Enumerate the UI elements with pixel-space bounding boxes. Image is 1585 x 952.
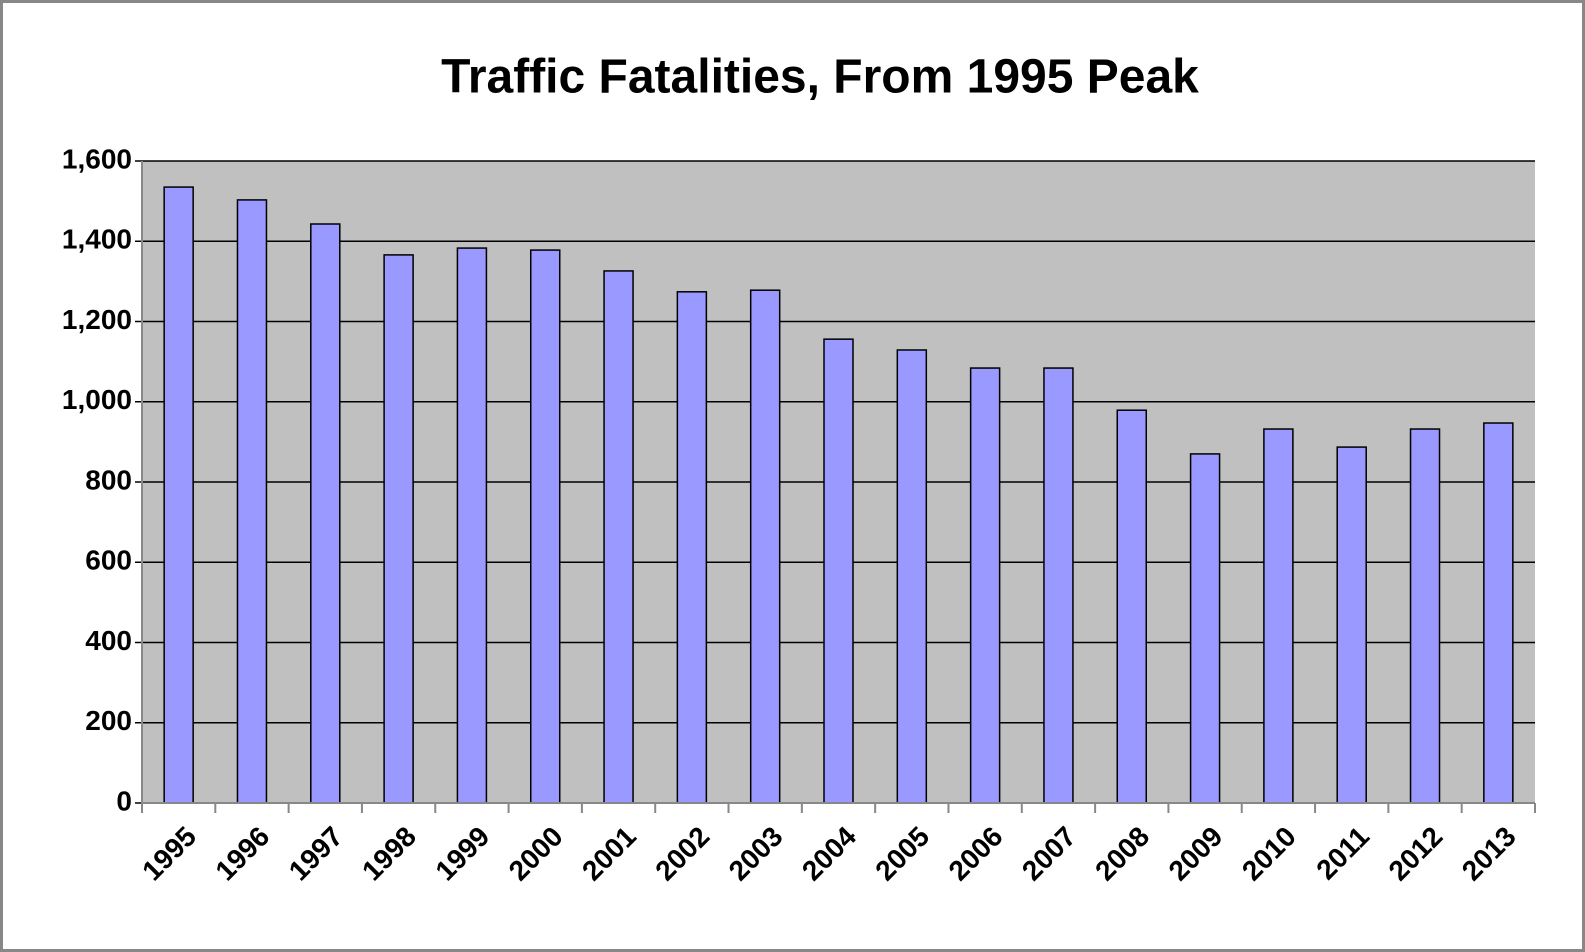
bar <box>603 270 634 804</box>
bar <box>1409 428 1441 804</box>
bar <box>1116 409 1148 804</box>
y-tick-label: 1,400 <box>62 224 132 255</box>
y-tick-label: 400 <box>85 625 132 656</box>
bar <box>163 186 194 804</box>
y-tick-label: 0 <box>116 785 132 816</box>
y-tick-label: 800 <box>85 464 132 495</box>
bar <box>383 254 414 804</box>
y-tick-label: 200 <box>85 705 132 736</box>
bar <box>676 291 708 804</box>
bar <box>1483 422 1514 804</box>
bar <box>1263 428 1294 804</box>
bar <box>1336 446 1367 804</box>
y-tick-label: 1,200 <box>62 304 132 335</box>
bar <box>1189 453 1221 804</box>
bar <box>310 223 341 804</box>
bar <box>236 199 268 804</box>
y-tick-label: 1,000 <box>62 384 132 415</box>
y-tick-label: 1,600 <box>62 143 132 174</box>
chart-title: Traffic Fatalities, From 1995 Peak <box>441 51 1199 104</box>
bar <box>456 247 488 804</box>
bar <box>823 338 854 804</box>
bar <box>1043 367 1074 804</box>
bar <box>896 349 928 804</box>
bar <box>749 289 781 804</box>
y-tick-label: 600 <box>85 545 132 576</box>
bar <box>529 249 561 804</box>
bar <box>969 367 1001 804</box>
